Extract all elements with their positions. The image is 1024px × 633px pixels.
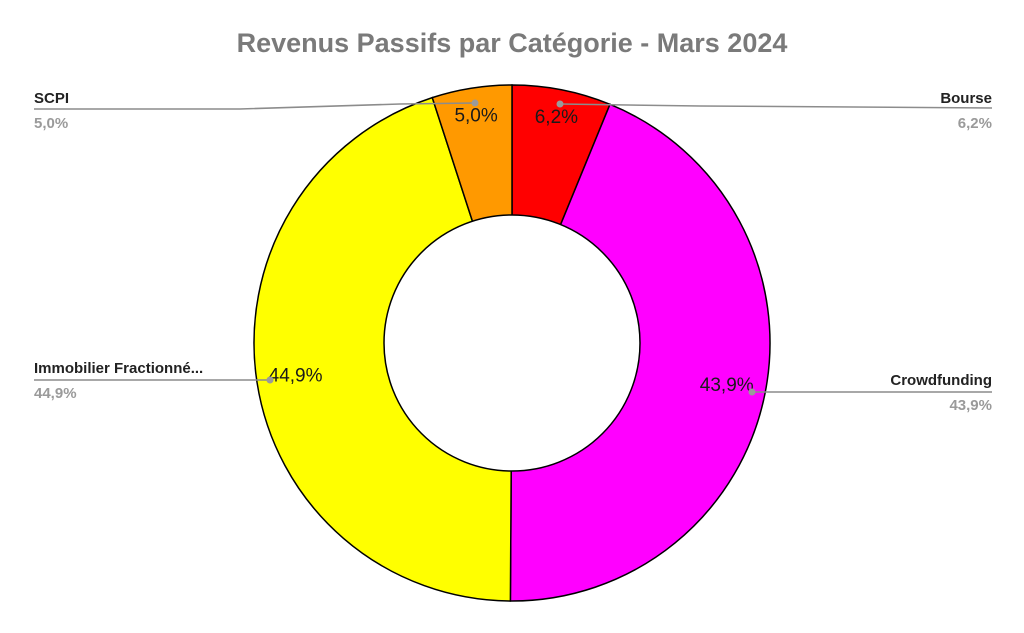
chart-title: Revenus Passifs par Catégorie - Mars 202… (236, 28, 788, 58)
leader-line (559, 103, 993, 109)
category-percent: 43,9% (949, 397, 992, 414)
data-label-inside: 5,0% (454, 105, 497, 126)
slice-immobilier-fractionn (253, 96, 513, 602)
category-percent: 5,0% (34, 115, 68, 132)
leader-dot (748, 388, 756, 396)
data-label-inside: 43,9% (700, 375, 754, 396)
category-label: SCPI (34, 90, 69, 107)
leader-line (34, 102, 476, 110)
leader-dot (556, 100, 564, 108)
data-label-inside: 44,9% (269, 366, 323, 387)
category-label: Crowdfunding (890, 372, 992, 389)
data-label-inside: 6,2% (535, 107, 578, 128)
category-percent: 44,9% (34, 385, 77, 402)
leader-dot (471, 99, 479, 107)
category-percent: 6,2% (958, 115, 992, 132)
category-label: Bourse (940, 90, 992, 107)
category-label: Immobilier Fractionné... (34, 360, 203, 377)
leader-dot (266, 376, 274, 384)
donut-hole (383, 214, 641, 472)
